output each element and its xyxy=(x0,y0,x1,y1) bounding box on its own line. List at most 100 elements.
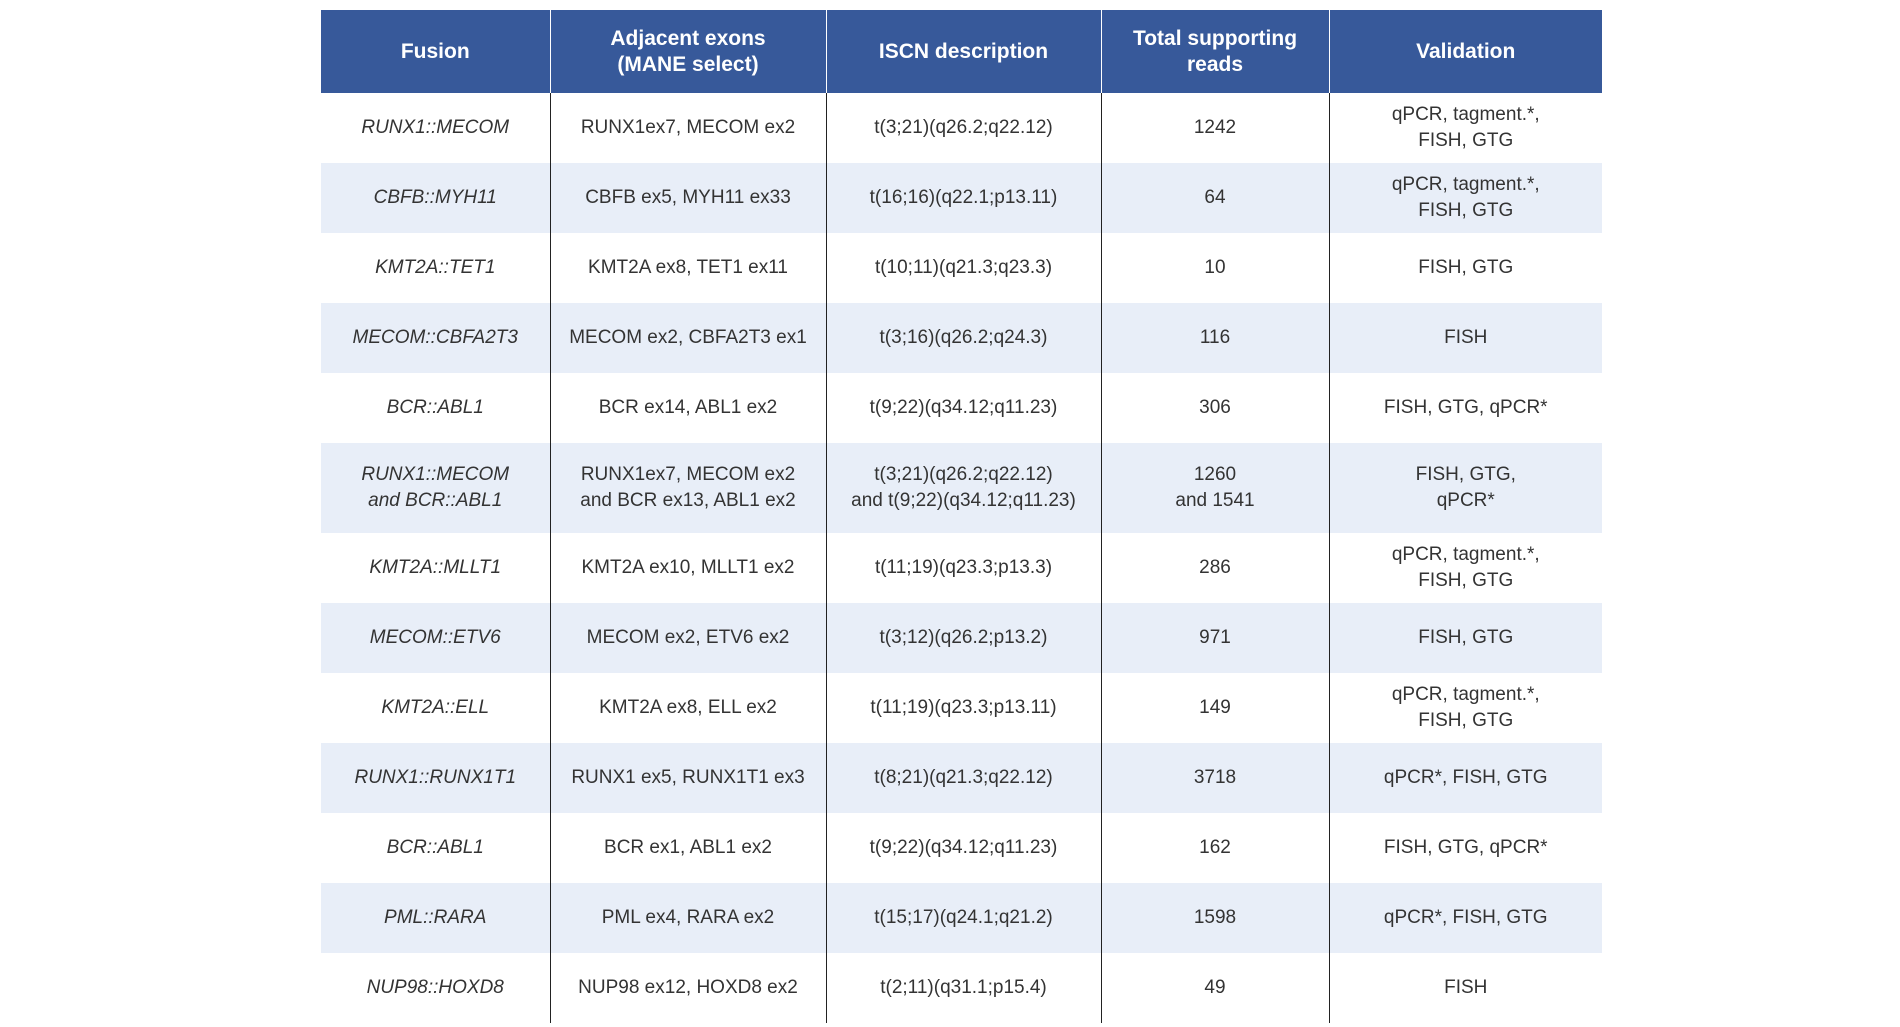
cell-line: and 1541 xyxy=(1175,490,1255,511)
cell-line: t(3;21)(q26.2;q22.12) xyxy=(874,464,1053,485)
cell-line: Validation xyxy=(1416,39,1516,63)
cell-line: FISH, GTG xyxy=(1418,130,1514,151)
table-cell: MECOM::CBFA2T3 xyxy=(321,303,550,373)
table-cell: 116 xyxy=(1100,303,1329,373)
cell-line: 116 xyxy=(1199,327,1231,348)
table-cell: MECOM ex2, CBFA2T3 ex1 xyxy=(549,303,826,373)
table-cell: PML ex4, RARA ex2 xyxy=(549,883,826,953)
cell-line: t(3;12)(q26.2;p13.2) xyxy=(879,627,1048,648)
cell-line: t(3;16)(q26.2;q24.3) xyxy=(879,327,1048,348)
table-row: NUP98::HOXD8 NUP98 ex12, HOXD8 ex2 t(2;11)… xyxy=(321,953,1602,1023)
cell-line: RUNX1::MECOM xyxy=(361,117,510,138)
cell-line: qPCR, tagment.*, xyxy=(1391,174,1540,195)
table-cell: t(3;21)(q26.2;q22.12) xyxy=(825,93,1101,163)
cell-line: Total supporting xyxy=(1132,26,1298,50)
cell-line: FISH, GTG xyxy=(1418,710,1514,731)
table-cell: FISH, GTG, qPCR* xyxy=(1328,813,1602,883)
cell-line: t(9;22)(q34.12;q11.23) xyxy=(869,397,1058,418)
cell-line: KMT2A::TET1 xyxy=(375,257,496,278)
table-cell: RUNX1 ex5, RUNX1T1 ex3 xyxy=(549,743,826,813)
cell-line: qPCR, tagment.*, xyxy=(1391,684,1540,705)
table-cell: 971 xyxy=(1100,603,1329,673)
cell-line: Fusion xyxy=(400,39,470,63)
table-cell: RUNX1ex7, MECOM ex2 xyxy=(549,93,826,163)
cell-line: qPCR, tagment.*, xyxy=(1391,544,1540,565)
cell-line: t(16;16)(q22.1;p13.11) xyxy=(869,187,1058,208)
header-cell: Adjacent exons (MANE select) xyxy=(549,10,826,93)
table-cell: FISH, GTG, qPCR* xyxy=(1328,373,1602,443)
cell-line: NUP98::HOXD8 xyxy=(366,977,504,998)
table-cell: FISH, GTG xyxy=(1328,233,1602,303)
table-cell: 162 xyxy=(1100,813,1329,883)
cell-line: FISH, GTG, qPCR* xyxy=(1383,837,1548,858)
table-cell: t(9;22)(q34.12;q11.23) xyxy=(825,373,1101,443)
cell-line: 64 xyxy=(1204,187,1226,208)
header-cell: Validation xyxy=(1328,10,1602,93)
table-cell: 1598 xyxy=(1100,883,1329,953)
table-cell: 306 xyxy=(1100,373,1329,443)
cell-line: 286 xyxy=(1199,557,1231,578)
cell-line: t(3;21)(q26.2;q22.12) xyxy=(874,117,1053,138)
cell-line: qPCR*, FISH, GTG xyxy=(1383,907,1548,928)
cell-line: FISH xyxy=(1444,977,1488,998)
cell-line: CBFB::MYH11 xyxy=(373,187,497,208)
cell-line: 306 xyxy=(1199,397,1231,418)
table-cell: KMT2A ex8, ELL ex2 xyxy=(549,673,826,743)
cell-line: BCR ex1, ABL1 ex2 xyxy=(604,837,772,858)
table-row: RUNX1::MECOM and BCR::ABL1 RUNX1ex7, MECOM… xyxy=(321,443,1602,533)
header-cell: Total supporting reads xyxy=(1100,10,1329,93)
cell-line: FISH, GTG xyxy=(1418,570,1514,591)
cell-line: RUNX1::MECOM xyxy=(361,464,510,485)
table-cell: CBFB ex5, MYH11 ex33 xyxy=(549,163,826,233)
cell-line: NUP98 ex12, HOXD8 ex2 xyxy=(578,977,798,998)
cell-line: 1242 xyxy=(1193,117,1237,138)
cell-line: MECOM ex2, CBFA2T3 ex1 xyxy=(569,327,807,348)
cell-line: BCR::ABL1 xyxy=(386,397,484,418)
cell-line: MECOM::CBFA2T3 xyxy=(352,327,518,348)
cell-line: BCR::ABL1 xyxy=(386,837,484,858)
table-cell: qPCR*, FISH, GTG xyxy=(1328,743,1602,813)
cell-line: RUNX1::RUNX1T1 xyxy=(354,767,517,788)
table-cell: 49 xyxy=(1100,953,1329,1023)
cell-line: 971 xyxy=(1199,627,1231,648)
table-cell: t(9;22)(q34.12;q11.23) xyxy=(825,813,1101,883)
cell-line: RUNX1ex7, MECOM ex2 xyxy=(580,117,796,138)
table-cell: 3718 xyxy=(1100,743,1329,813)
table-cell: 10 xyxy=(1100,233,1329,303)
table-cell: t(3;21)(q26.2;q22.12) and t(9;22)(q34.12;… xyxy=(825,443,1101,533)
cell-line: qPCR*, FISH, GTG xyxy=(1383,767,1548,788)
table-cell: FISH xyxy=(1328,303,1602,373)
table-cell: qPCR, tagment.*, FISH, GTG xyxy=(1328,673,1602,743)
table-cell: t(11;19)(q23.3;p13.11) xyxy=(825,673,1101,743)
table-cell: FISH, GTG xyxy=(1328,603,1602,673)
cell-line: 3718 xyxy=(1193,767,1237,788)
cell-line: RUNX1ex7, MECOM ex2 xyxy=(580,464,796,485)
table-row: KMT2A::TET1 KMT2A ex8, TET1 ex11 t(10;11)(… xyxy=(321,233,1602,303)
table-cell: t(10;11)(q21.3;q23.3) xyxy=(825,233,1101,303)
table-cell: FISH, GTG, qPCR* xyxy=(1328,443,1602,533)
cell-line: t(11;19)(q23.3;p13.11) xyxy=(870,697,1057,718)
table-cell: t(8;21)(q21.3;q22.12) xyxy=(825,743,1101,813)
table-cell: PML::RARA xyxy=(321,883,550,953)
table-cell: RUNX1::MECOM xyxy=(321,93,550,163)
table-row: RUNX1::RUNX1T1 RUNX1 ex5, RUNX1T1 ex3 t(8;… xyxy=(321,743,1602,813)
cell-line: PML::RARA xyxy=(384,907,487,928)
table-cell: BCR::ABL1 xyxy=(321,813,550,883)
table-body: RUNX1::MECOM RUNX1ex7, MECOM ex2 t(3;21)(q… xyxy=(321,93,1602,1023)
cell-line: Adjacent exons xyxy=(610,26,766,50)
table-cell: NUP98 ex12, HOXD8 ex2 xyxy=(549,953,826,1023)
table-cell: t(3;12)(q26.2;p13.2) xyxy=(825,603,1101,673)
table-cell: BCR ex14, ABL1 ex2 xyxy=(549,373,826,443)
table-cell: t(3;16)(q26.2;q24.3) xyxy=(825,303,1101,373)
cell-line: t(9;22)(q34.12;q11.23) xyxy=(869,837,1058,858)
table-cell: 286 xyxy=(1100,533,1329,603)
cell-line: FISH, GTG xyxy=(1418,257,1514,278)
table-cell: t(15;17)(q24.1;q21.2) xyxy=(825,883,1101,953)
cell-line: 149 xyxy=(1199,697,1231,718)
cell-line: MECOM ex2, ETV6 ex2 xyxy=(586,627,790,648)
table-row: RUNX1::MECOM RUNX1ex7, MECOM ex2 t(3;21)(q… xyxy=(321,93,1602,163)
cell-line: and t(9;22)(q34.12;q11.23) xyxy=(851,490,1076,511)
cell-line: BCR ex14, ABL1 ex2 xyxy=(598,397,778,418)
table-cell: NUP98::HOXD8 xyxy=(321,953,550,1023)
